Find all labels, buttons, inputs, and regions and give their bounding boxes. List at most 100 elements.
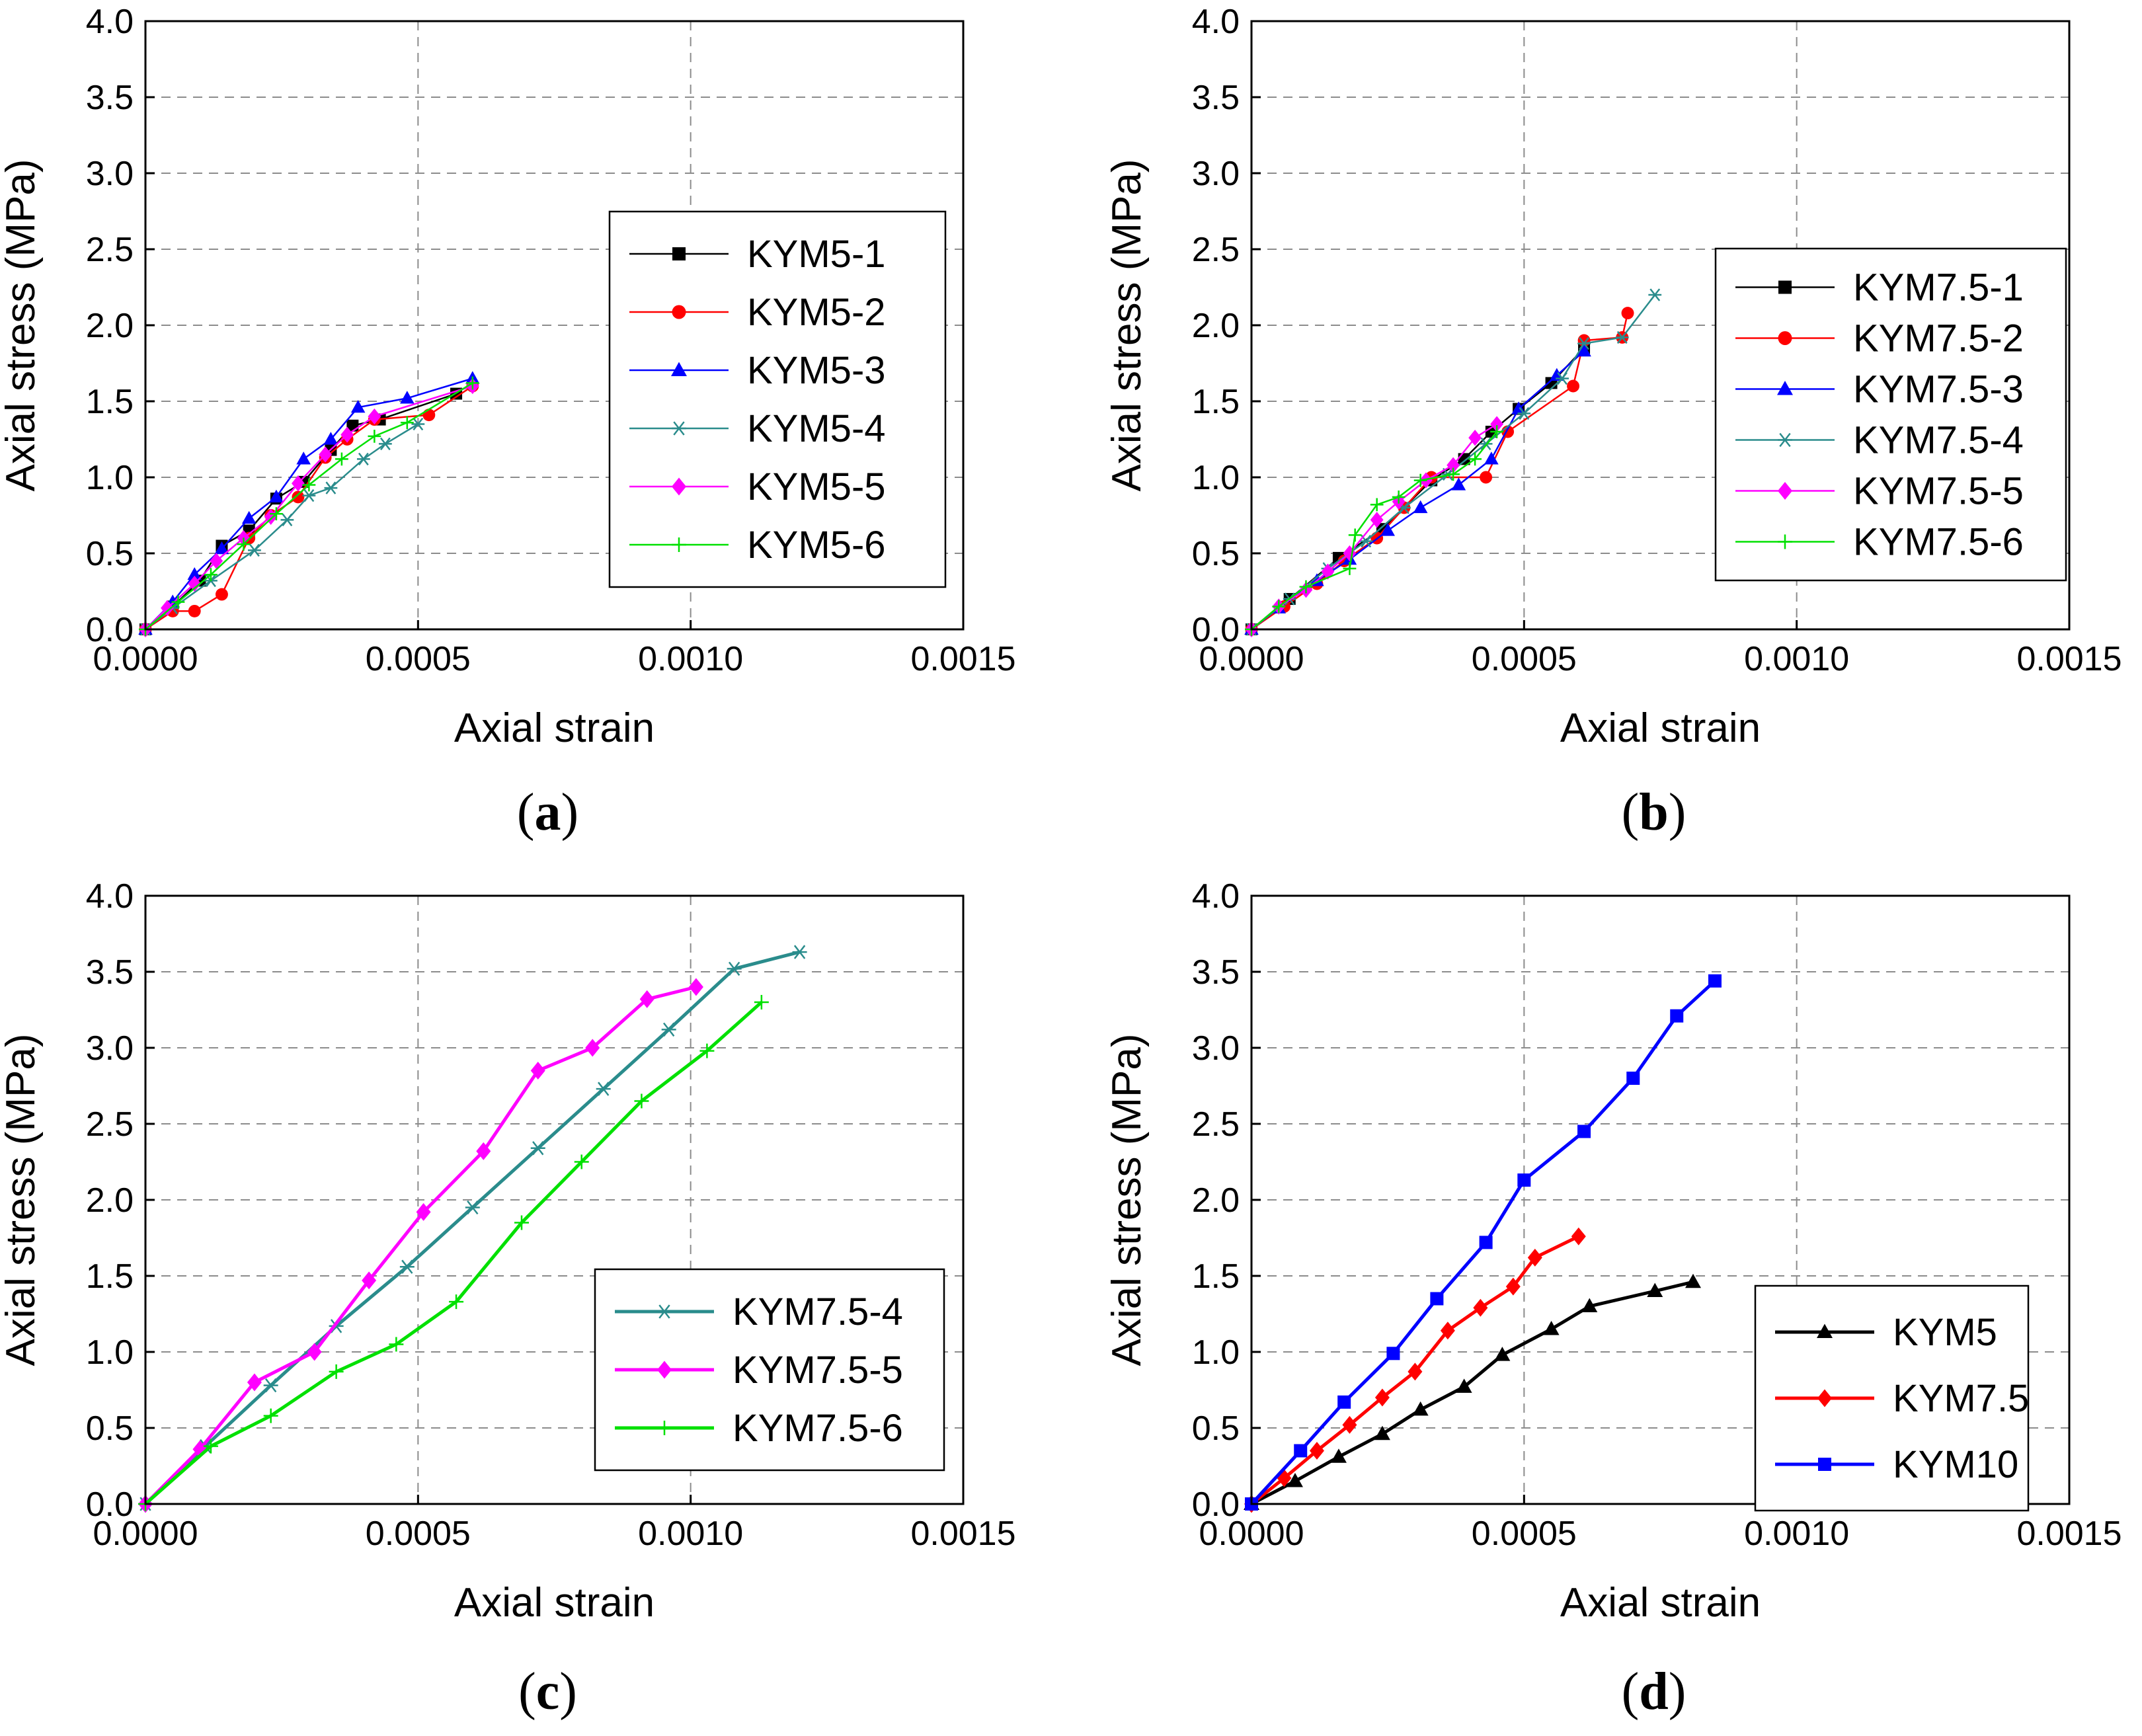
legend-marker — [1778, 432, 1792, 448]
legend-marker — [672, 247, 686, 260]
data-point — [1577, 1124, 1591, 1138]
chart-panel-c: 0.0000 0.0005 0.0010 0.0015 0.0 0.5 1.0 1.5 2.0 2… — [0, 877, 1016, 1721]
data-point — [319, 446, 333, 463]
legend-label: KYM5-6 — [747, 524, 886, 567]
series-KYM7.5-5 — [1245, 416, 1503, 638]
data-point — [1468, 452, 1482, 466]
y-tick-label: 4.0 — [1192, 3, 1240, 41]
legend-label: KYM7.5-2 — [1853, 317, 2024, 360]
data-point — [792, 945, 807, 959]
data-point — [530, 1141, 545, 1156]
data-point — [400, 416, 414, 430]
legend-marker — [672, 421, 686, 436]
data-point — [1685, 1273, 1701, 1288]
x-tick-label: 0.0010 — [1744, 1515, 1849, 1553]
y-tick-label: 2.5 — [1192, 231, 1240, 269]
x-tick-label: 0.0005 — [1472, 640, 1577, 678]
y-tick-label: 1.0 — [1192, 459, 1240, 497]
y-tick-label: 1.0 — [86, 1333, 134, 1372]
y-tick-label: 0.5 — [86, 1409, 134, 1448]
data-point — [1670, 1009, 1684, 1023]
legend-marker — [1818, 1458, 1831, 1471]
data-point — [1550, 368, 1564, 381]
panel-label: (b) — [1622, 783, 1686, 842]
data-point — [171, 595, 185, 609]
panel-label: (a) — [517, 783, 578, 842]
y-tick-label: 1.5 — [86, 1257, 134, 1296]
data-point — [296, 452, 311, 465]
data-point — [1484, 452, 1499, 465]
chart-panel-b: 0.0000 0.0005 0.0010 0.0015 0.0 0.5 1.0 1.5 2.0 2… — [1104, 3, 2122, 842]
y-axis-title: Axial stress (MPa) — [1104, 159, 1150, 492]
y-tick-label: 0.5 — [1192, 1409, 1240, 1448]
data-point — [1440, 1322, 1455, 1340]
data-point — [465, 376, 479, 390]
series-KYM7.5-5 — [138, 978, 703, 1513]
data-point — [210, 553, 223, 569]
x-tick-label: 0.0010 — [638, 1515, 743, 1553]
data-point — [1380, 523, 1395, 536]
data-point — [362, 1271, 377, 1290]
x-tick-label: 0.0010 — [638, 640, 743, 678]
legend-label: KYM7.5-5 — [1853, 470, 2024, 513]
y-axis-title: Axial stress (MPa) — [0, 159, 44, 492]
y-tick-label: 0.0 — [86, 1485, 134, 1524]
data-point — [1451, 477, 1466, 491]
y-tick-label: 1.0 — [1192, 1333, 1240, 1372]
x-tick-label: 0.0015 — [2016, 1515, 2122, 1553]
data-point — [1408, 1362, 1423, 1381]
legend: KYM5 KYM7.5 KYM10 — [1754, 1284, 2029, 1512]
legend-label: KYM5-1 — [747, 233, 886, 276]
data-point — [1577, 343, 1591, 357]
data-point — [161, 600, 174, 616]
y-tick-label: 2.0 — [1192, 307, 1240, 345]
data-point — [1480, 471, 1493, 484]
y-tick-label: 3.0 — [1192, 1029, 1240, 1068]
legend-label: KYM5-2 — [747, 291, 886, 334]
data-point — [574, 1154, 589, 1169]
y-tick-label: 3.5 — [86, 953, 134, 992]
data-point — [1581, 1298, 1598, 1312]
x-tick-label: 0.0000 — [93, 640, 198, 678]
data-point — [1468, 430, 1482, 446]
data-point — [1556, 372, 1569, 385]
y-tick-label: 3.5 — [86, 79, 134, 117]
data-point — [270, 507, 283, 521]
x-tick-label: 0.0005 — [1472, 1515, 1577, 1553]
data-point — [187, 567, 202, 580]
legend-label: KYM7.5 — [1893, 1377, 2029, 1420]
legend-label: KYM5-4 — [747, 407, 886, 450]
legend-marker — [657, 1304, 672, 1319]
legend-marker — [1778, 482, 1792, 500]
y-tick-label: 1.5 — [1192, 383, 1240, 421]
data-point — [1342, 1415, 1357, 1434]
series-KYM5-2 — [139, 379, 479, 636]
legend-label: KYM7.5-3 — [1853, 368, 2024, 411]
y-tick-label: 3.0 — [86, 1029, 134, 1068]
data-point — [292, 475, 305, 492]
series-KYM5-5 — [139, 377, 479, 638]
data-point — [368, 430, 381, 443]
legend-marker — [1817, 1389, 1832, 1407]
data-point — [1517, 407, 1531, 420]
y-tick-label: 2.5 — [86, 1105, 134, 1144]
data-point — [280, 513, 294, 527]
data-point — [1370, 512, 1384, 528]
data-point — [307, 1343, 322, 1361]
data-point — [1527, 1248, 1542, 1267]
data-point — [727, 961, 742, 976]
data-point — [302, 489, 316, 502]
data-point — [1577, 336, 1591, 350]
y-tick-label: 0.0 — [1192, 611, 1240, 649]
x-axis-title: Axial strain — [1560, 705, 1761, 751]
data-point — [1287, 1473, 1303, 1487]
data-point — [530, 1062, 545, 1080]
data-point — [449, 1294, 464, 1310]
series-line — [1251, 313, 1629, 631]
x-tick-label: 0.0000 — [93, 1515, 198, 1553]
data-point — [1571, 1227, 1586, 1245]
data-point — [596, 1082, 611, 1096]
data-point — [1456, 1378, 1472, 1393]
data-point — [1330, 1448, 1347, 1463]
legend-marker — [1778, 331, 1792, 345]
